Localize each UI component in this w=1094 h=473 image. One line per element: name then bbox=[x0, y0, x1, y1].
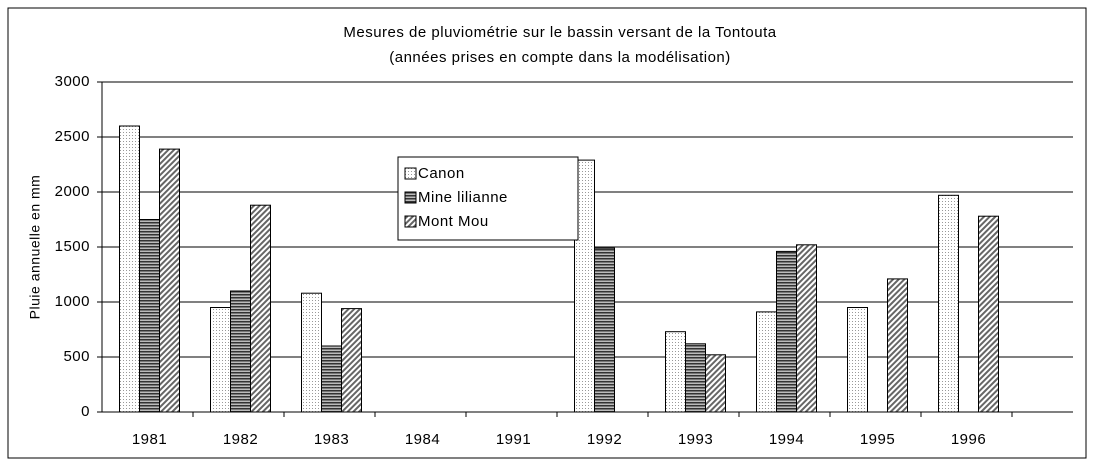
y-axis-label: Pluie annuelle en mm bbox=[27, 175, 43, 320]
x-tick-label: 1984 bbox=[405, 431, 440, 448]
legend-swatch bbox=[404, 215, 417, 228]
legend-box bbox=[397, 156, 579, 241]
chart-title: Mesures de pluviométrie sur le bassin ve… bbox=[343, 24, 776, 41]
y-tick-label: 1000 bbox=[55, 293, 90, 310]
x-tick-label: 1995 bbox=[860, 431, 895, 448]
bar bbox=[250, 204, 271, 413]
y-tick-label: 1500 bbox=[55, 238, 90, 255]
bar bbox=[756, 311, 777, 413]
bar bbox=[321, 345, 342, 413]
x-tick-label: 1996 bbox=[951, 431, 986, 448]
bar bbox=[938, 194, 959, 413]
x-tick-label: 1993 bbox=[678, 431, 713, 448]
x-tick-label: 1981 bbox=[132, 431, 167, 448]
bar bbox=[847, 307, 868, 413]
bar bbox=[594, 247, 615, 413]
legend-swatch bbox=[404, 191, 417, 204]
x-tick-label: 1992 bbox=[587, 431, 622, 448]
bar bbox=[119, 125, 140, 413]
x-tick-label: 1994 bbox=[769, 431, 804, 448]
bar bbox=[210, 307, 231, 413]
legend-swatch bbox=[404, 167, 417, 180]
bar bbox=[705, 354, 726, 413]
x-tick-label: 1991 bbox=[496, 431, 531, 448]
y-tick-label: 500 bbox=[63, 348, 90, 365]
bar bbox=[887, 278, 908, 413]
legend-label: Mont Mou bbox=[418, 213, 489, 230]
bar bbox=[796, 244, 817, 413]
bar bbox=[159, 148, 180, 413]
y-tick-label: 2500 bbox=[55, 128, 90, 145]
legend-label: Mine lilianne bbox=[418, 189, 508, 206]
bar bbox=[665, 331, 686, 413]
y-tick-label: 0 bbox=[81, 403, 90, 420]
bar bbox=[230, 290, 251, 413]
bar bbox=[776, 250, 797, 413]
y-tick-label: 2000 bbox=[55, 183, 90, 200]
plot: 0 500 1000 1500 2000 2500 3000 1981 1982 1983 1984… bbox=[55, 73, 1073, 448]
bar bbox=[139, 219, 160, 413]
chart-subtitle: (années prises en compte dans la modélis… bbox=[389, 49, 731, 66]
x-tick-label: 1982 bbox=[223, 431, 258, 448]
bar bbox=[301, 292, 322, 413]
x-tick-label: 1983 bbox=[314, 431, 349, 448]
y-tick-label: 3000 bbox=[55, 73, 90, 90]
bar bbox=[978, 215, 999, 413]
bar bbox=[685, 343, 706, 413]
bar bbox=[341, 308, 362, 413]
legend-label: Canon bbox=[418, 165, 465, 182]
